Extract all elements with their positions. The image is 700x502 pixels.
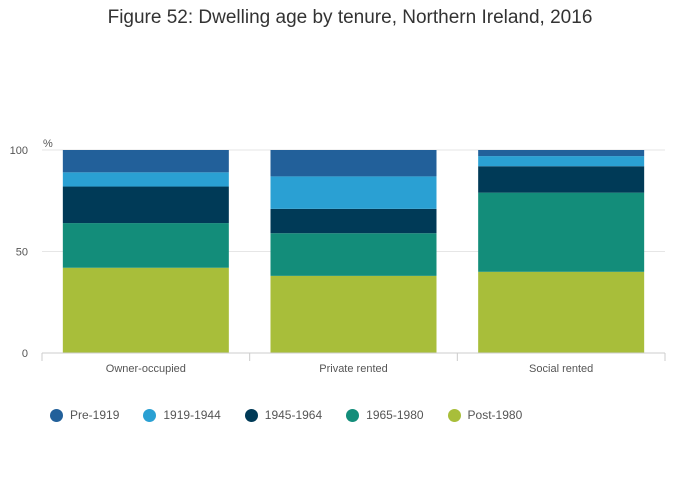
bar-segment: [270, 233, 437, 276]
bar-segment: [478, 166, 645, 193]
bar-segment: [62, 223, 229, 268]
legend-item[interactable]: 1965-1980: [346, 408, 424, 422]
bar-segment: [270, 150, 437, 177]
legend-item[interactable]: 1919-1944: [143, 408, 221, 422]
y-tick-label: 50: [16, 247, 28, 259]
y-axis-label: %: [43, 138, 53, 150]
legend-label: 1965-1980: [366, 408, 424, 422]
bar-segment: [62, 172, 229, 187]
bar-segment: [478, 192, 645, 272]
legend-swatch: [50, 408, 63, 422]
y-tick-label: 100: [10, 145, 28, 157]
y-tick-label: 0: [22, 348, 28, 360]
legend-label: 1945-1964: [264, 408, 323, 422]
legend-item[interactable]: Pre-1919: [50, 408, 119, 422]
bar-segment: [270, 208, 437, 234]
bar-segment: [478, 150, 645, 157]
legend-swatch: [143, 408, 157, 422]
axes: 0 50 100% Owner-occupied Private rented Socia…: [10, 138, 666, 375]
stacked-bar-chart: 0 50 100% Owner-occupied Private rented Socia…: [10, 138, 666, 375]
legend-label: 1919-1944: [163, 408, 221, 422]
legend: Pre-1919 1919-1944 1945-1964 1965-1980 Post-…: [50, 408, 546, 422]
x-tick-label: Private rented: [319, 363, 387, 375]
bar-segment: [62, 267, 229, 353]
legend-item[interactable]: Post-1980: [447, 408, 523, 422]
bar-segment: [478, 156, 645, 167]
x-tick-label: Social rented: [529, 363, 593, 375]
bar-segment: [478, 271, 645, 353]
bar-segment: [270, 275, 437, 353]
bar-segment: [62, 186, 229, 224]
bar-segment: [270, 176, 437, 209]
x-tick-label: Owner-occupied: [106, 363, 186, 375]
chart-title: Figure 52: Dwelling age by tenure, North…: [107, 7, 593, 28]
legend-label: Post-1980: [467, 408, 523, 422]
bar-segment: [62, 150, 229, 173]
legend-swatch: [244, 408, 258, 422]
legend-swatch: [346, 408, 360, 422]
legend-item[interactable]: 1945-1964: [244, 408, 323, 422]
legend-label: Pre-1919: [70, 408, 120, 422]
bars: [62, 150, 645, 353]
legend-swatch: [447, 408, 461, 422]
